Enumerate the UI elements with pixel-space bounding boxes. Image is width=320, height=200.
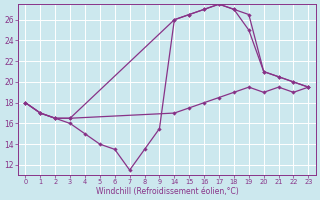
X-axis label: Windchill (Refroidissement éolien,°C): Windchill (Refroidissement éolien,°C) <box>96 187 238 196</box>
